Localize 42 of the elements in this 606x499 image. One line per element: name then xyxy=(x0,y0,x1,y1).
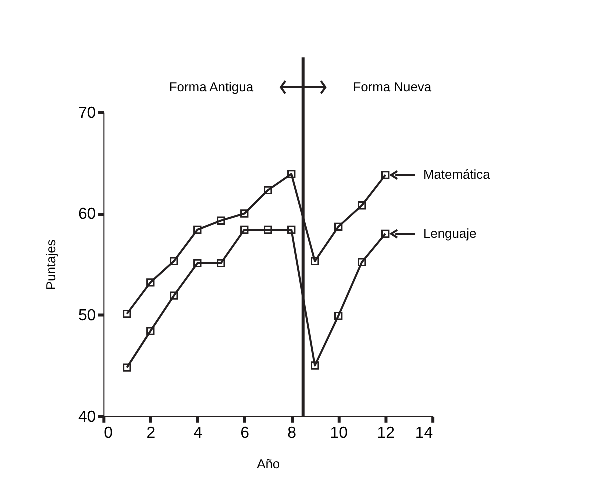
point xyxy=(311,257,320,266)
point xyxy=(334,222,343,232)
y-tick-label: 40 xyxy=(78,408,96,426)
point xyxy=(240,210,249,218)
point xyxy=(146,327,155,336)
x-tick-label: 0 xyxy=(104,424,114,442)
point xyxy=(311,362,320,370)
point xyxy=(288,226,296,234)
point xyxy=(358,258,366,266)
point xyxy=(358,202,366,210)
text: Forma Nueva xyxy=(353,79,432,94)
point xyxy=(194,226,202,234)
x-axis-title: Año xyxy=(257,456,280,472)
point xyxy=(240,226,249,234)
text: Forma Antigua xyxy=(169,79,254,94)
x-tick-label: 6 xyxy=(240,424,250,442)
point xyxy=(146,278,155,287)
point xyxy=(264,186,272,195)
x-tick-label: 14 xyxy=(415,424,434,442)
y-axis-title: Puntajes xyxy=(44,240,59,290)
legend-label: Lenguaje xyxy=(423,226,477,242)
point xyxy=(217,259,226,268)
point xyxy=(217,216,226,225)
point xyxy=(170,292,178,300)
y-tick-label: 60 xyxy=(78,206,96,224)
point xyxy=(194,259,202,268)
point xyxy=(288,170,296,178)
x-tick-label: 10 xyxy=(330,424,348,442)
y-tick-label: 70 xyxy=(78,104,96,122)
point xyxy=(334,312,343,320)
x-tick-label: 2 xyxy=(146,424,156,442)
point xyxy=(123,364,132,372)
point xyxy=(170,257,178,266)
y-tick-label: 50 xyxy=(78,308,96,325)
x-tick-label: 4 xyxy=(194,424,203,442)
point xyxy=(381,171,390,180)
point xyxy=(123,310,132,318)
x-tick-label: 12 xyxy=(377,424,396,442)
point xyxy=(264,226,272,234)
point xyxy=(381,230,390,238)
legend-label: Matemática xyxy=(423,167,492,182)
x-tick-label: 8 xyxy=(288,424,297,442)
